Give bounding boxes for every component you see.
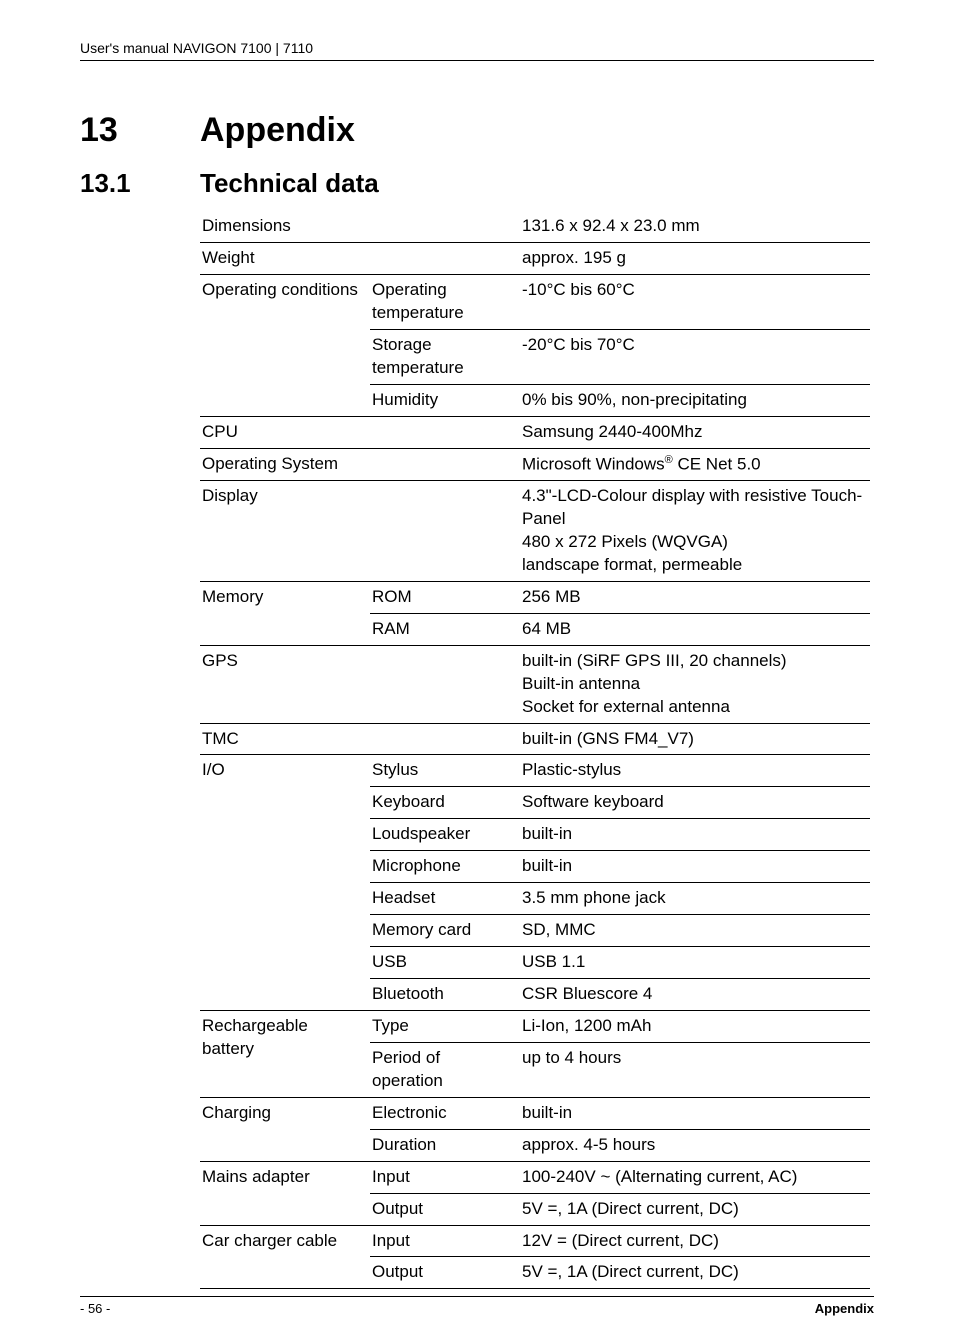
table-row: Memory ROM 256 MB: [200, 581, 870, 613]
os-pre: Microsoft Windows: [522, 454, 665, 473]
table-row: Dimensions 131.6 x 92.4 x 23.0 mm: [200, 211, 870, 242]
spec-sublabel: Output: [370, 1193, 520, 1225]
spec-value: 64 MB: [520, 613, 870, 645]
spec-label: Operating System: [200, 448, 520, 481]
footer-section-label: Appendix: [815, 1301, 874, 1316]
spec-sublabel: Headset: [370, 883, 520, 915]
table-row: Display 4.3"-LCD-Colour display with res…: [200, 481, 870, 582]
table-row: Car charger cable Input 12V = (Direct cu…: [200, 1225, 870, 1257]
table-row: Weight approx. 195 g: [200, 242, 870, 274]
spec-value: built-in (GNS FM4_V7): [520, 723, 870, 755]
gps-line-2: Built-in antenna: [522, 673, 864, 696]
spec-sublabel: ROM: [370, 581, 520, 613]
page-footer: - 56 - Appendix: [80, 1296, 874, 1316]
spec-value: Plastic-stylus: [520, 755, 870, 787]
display-line-1: 4.3"-LCD-Colour display with resistive T…: [522, 485, 864, 531]
spec-value: up to 4 hours: [520, 1042, 870, 1097]
display-line-3: landscape format, permeable: [522, 554, 864, 577]
spec-value: Software keyboard: [520, 787, 870, 819]
spec-sublabel: Humidity: [370, 384, 520, 416]
os-sup: ®: [665, 454, 673, 466]
spec-sublabel: Electronic: [370, 1097, 520, 1129]
spec-sublabel: Memory card: [370, 915, 520, 947]
gps-line-1: built-in (SiRF GPS III, 20 channels): [522, 650, 864, 673]
spec-label: TMC: [200, 723, 520, 755]
table-row: Mains adapter Input 100-240V ~ (Alternat…: [200, 1161, 870, 1193]
spec-value: 12V = (Direct current, DC): [520, 1225, 870, 1257]
table-row: Operating conditions Operating temperatu…: [200, 274, 870, 329]
spec-sublabel: Storage temperature: [370, 329, 520, 384]
display-line-2: 480 x 272 Pixels (WQVGA): [522, 531, 864, 554]
chapter-number: 13: [80, 111, 200, 150]
spec-value: Li-Ion, 1200 mAh: [520, 1010, 870, 1042]
table-row: Operating System Microsoft Windows® CE N…: [200, 448, 870, 481]
spec-value: Samsung 2440-400Mhz: [520, 416, 870, 448]
table-row: CPU Samsung 2440-400Mhz: [200, 416, 870, 448]
page: User's manual NAVIGON 7100 | 7110 13 App…: [0, 0, 954, 1344]
running-header: User's manual NAVIGON 7100 | 7110: [80, 40, 874, 61]
spec-sublabel: Output: [370, 1257, 520, 1289]
spec-sublabel: Input: [370, 1225, 520, 1257]
spec-label: GPS: [200, 645, 520, 723]
spec-value: 3.5 mm phone jack: [520, 883, 870, 915]
spec-value: SD, MMC: [520, 915, 870, 947]
spec-label: Weight: [200, 242, 520, 274]
spec-value: -10°C bis 60°C: [520, 274, 870, 329]
spec-sublabel: Operating temperature: [370, 274, 520, 329]
spec-label: I/O: [200, 755, 370, 1011]
spec-sublabel: Keyboard: [370, 787, 520, 819]
spec-value: built-in (SiRF GPS III, 20 channels) Bui…: [520, 645, 870, 723]
spec-value: built-in: [520, 851, 870, 883]
spec-label: Car charger cable: [200, 1225, 370, 1289]
spec-value: approx. 195 g: [520, 242, 870, 274]
spec-sublabel: Duration: [370, 1129, 520, 1161]
spec-sublabel: USB: [370, 947, 520, 979]
spec-value: 5V =, 1A (Direct current, DC): [520, 1193, 870, 1225]
spec-sublabel: Period of operation: [370, 1042, 520, 1097]
table-row: TMC built-in (GNS FM4_V7): [200, 723, 870, 755]
spec-label: CPU: [200, 416, 520, 448]
spec-label: Charging: [200, 1097, 370, 1161]
spec-sublabel: Loudspeaker: [370, 819, 520, 851]
spec-value: 0% bis 90%, non-precipitating: [520, 384, 870, 416]
spec-sublabel: RAM: [370, 613, 520, 645]
section-heading: 13.1 Technical data: [80, 168, 874, 199]
spec-value: 131.6 x 92.4 x 23.0 mm: [520, 211, 870, 242]
spec-value: USB 1.1: [520, 947, 870, 979]
spec-value: -20°C bis 70°C: [520, 329, 870, 384]
table-row: Rechargeable battery Type Li-Ion, 1200 m…: [200, 1010, 870, 1042]
section-number: 13.1: [80, 168, 200, 199]
spec-sublabel: Microphone: [370, 851, 520, 883]
spec-value: 100-240V ~ (Alternating current, AC): [520, 1161, 870, 1193]
spec-sublabel: Type: [370, 1010, 520, 1042]
spec-label: Rechargeable battery: [200, 1010, 370, 1097]
spec-sublabel: Stylus: [370, 755, 520, 787]
spec-value: CSR Bluescore 4: [520, 979, 870, 1011]
section-title: Technical data: [200, 168, 379, 199]
spec-label: Operating conditions: [200, 274, 370, 416]
spec-value: built-in: [520, 1097, 870, 1129]
table-row: GPS built-in (SiRF GPS III, 20 channels)…: [200, 645, 870, 723]
chapter-heading: 13 Appendix: [80, 111, 874, 150]
spec-value: 256 MB: [520, 581, 870, 613]
table-row: Charging Electronic built-in: [200, 1097, 870, 1129]
spec-label: Display: [200, 481, 520, 582]
technical-data-table: Dimensions 131.6 x 92.4 x 23.0 mm Weight…: [200, 211, 870, 1289]
os-post: CE Net 5.0: [673, 454, 761, 473]
spec-label: Dimensions: [200, 211, 520, 242]
spec-value: built-in: [520, 819, 870, 851]
spec-value: approx. 4-5 hours: [520, 1129, 870, 1161]
spec-label: Memory: [200, 581, 370, 645]
spec-sublabel: Bluetooth: [370, 979, 520, 1011]
gps-line-3: Socket for external antenna: [522, 696, 864, 719]
spec-value: 4.3"-LCD-Colour display with resistive T…: [520, 481, 870, 582]
spec-sublabel: Input: [370, 1161, 520, 1193]
spec-label: Mains adapter: [200, 1161, 370, 1225]
table-row: I/O Stylus Plastic-stylus: [200, 755, 870, 787]
spec-value: 5V =, 1A (Direct current, DC): [520, 1257, 870, 1289]
footer-page-number: - 56 -: [80, 1301, 110, 1316]
spec-value: Microsoft Windows® CE Net 5.0: [520, 448, 870, 481]
chapter-title: Appendix: [200, 111, 355, 150]
